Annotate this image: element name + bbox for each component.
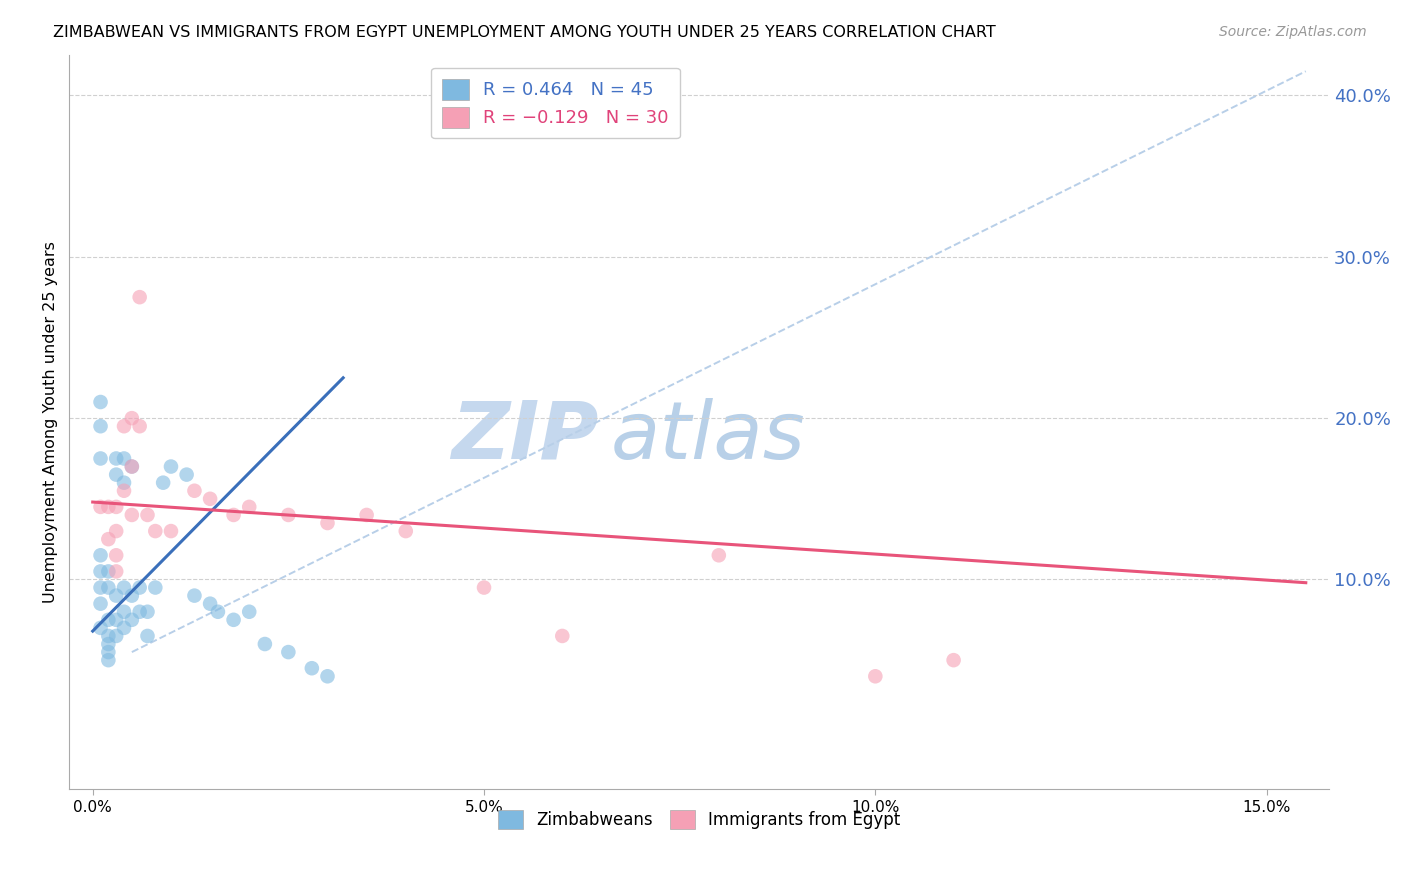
Point xyxy=(112,419,135,434)
Point xyxy=(90,500,112,514)
Point xyxy=(942,653,965,667)
Point xyxy=(316,516,339,530)
Point xyxy=(395,524,418,538)
Text: Source: ZipAtlas.com: Source: ZipAtlas.com xyxy=(1219,25,1367,39)
Point xyxy=(128,290,150,304)
Point xyxy=(90,565,112,579)
Point xyxy=(105,451,128,466)
Point xyxy=(707,549,730,563)
Point xyxy=(97,613,120,627)
Point xyxy=(90,395,112,409)
Point xyxy=(121,459,143,474)
Point xyxy=(301,661,323,675)
Point xyxy=(136,629,159,643)
Point xyxy=(253,637,276,651)
Point xyxy=(112,475,135,490)
Point xyxy=(121,411,143,425)
Point xyxy=(865,669,887,683)
Point xyxy=(112,451,135,466)
Point xyxy=(238,500,260,514)
Point xyxy=(222,613,245,627)
Point xyxy=(90,549,112,563)
Point xyxy=(121,508,143,522)
Point xyxy=(198,597,221,611)
Point xyxy=(105,549,128,563)
Y-axis label: Unemployment Among Youth under 25 years: Unemployment Among Youth under 25 years xyxy=(44,241,58,603)
Point xyxy=(316,669,339,683)
Point xyxy=(183,483,205,498)
Text: atlas: atlas xyxy=(612,398,806,475)
Point xyxy=(97,645,120,659)
Point xyxy=(90,597,112,611)
Legend: Zimbabweans, Immigrants from Egypt: Zimbabweans, Immigrants from Egypt xyxy=(492,804,907,836)
Point xyxy=(222,508,245,522)
Point xyxy=(183,589,205,603)
Point xyxy=(356,508,378,522)
Point xyxy=(97,653,120,667)
Point xyxy=(238,605,260,619)
Text: ZIP: ZIP xyxy=(451,398,599,475)
Point xyxy=(97,532,120,546)
Point xyxy=(112,621,135,635)
Point xyxy=(105,629,128,643)
Point xyxy=(128,581,150,595)
Point xyxy=(472,581,495,595)
Point xyxy=(112,605,135,619)
Point xyxy=(198,491,221,506)
Point xyxy=(277,508,299,522)
Point xyxy=(136,605,159,619)
Point xyxy=(207,605,229,619)
Point xyxy=(97,581,120,595)
Point xyxy=(152,475,174,490)
Text: ZIMBABWEAN VS IMMIGRANTS FROM EGYPT UNEMPLOYMENT AMONG YOUTH UNDER 25 YEARS CORR: ZIMBABWEAN VS IMMIGRANTS FROM EGYPT UNEM… xyxy=(53,25,997,40)
Point xyxy=(160,459,183,474)
Point xyxy=(97,629,120,643)
Point xyxy=(97,565,120,579)
Point xyxy=(128,419,150,434)
Point xyxy=(551,629,574,643)
Point xyxy=(277,645,299,659)
Point xyxy=(112,581,135,595)
Point xyxy=(105,524,128,538)
Point xyxy=(121,589,143,603)
Point xyxy=(105,500,128,514)
Point xyxy=(90,451,112,466)
Point xyxy=(90,621,112,635)
Point xyxy=(160,524,183,538)
Point xyxy=(136,508,159,522)
Point xyxy=(90,581,112,595)
Point xyxy=(97,500,120,514)
Point xyxy=(143,524,166,538)
Point xyxy=(128,605,150,619)
Point xyxy=(105,565,128,579)
Point xyxy=(105,613,128,627)
Point xyxy=(121,459,143,474)
Point xyxy=(105,589,128,603)
Point xyxy=(143,581,166,595)
Point xyxy=(97,637,120,651)
Point xyxy=(105,467,128,482)
Point xyxy=(112,483,135,498)
Point xyxy=(176,467,198,482)
Point xyxy=(121,613,143,627)
Point xyxy=(90,419,112,434)
